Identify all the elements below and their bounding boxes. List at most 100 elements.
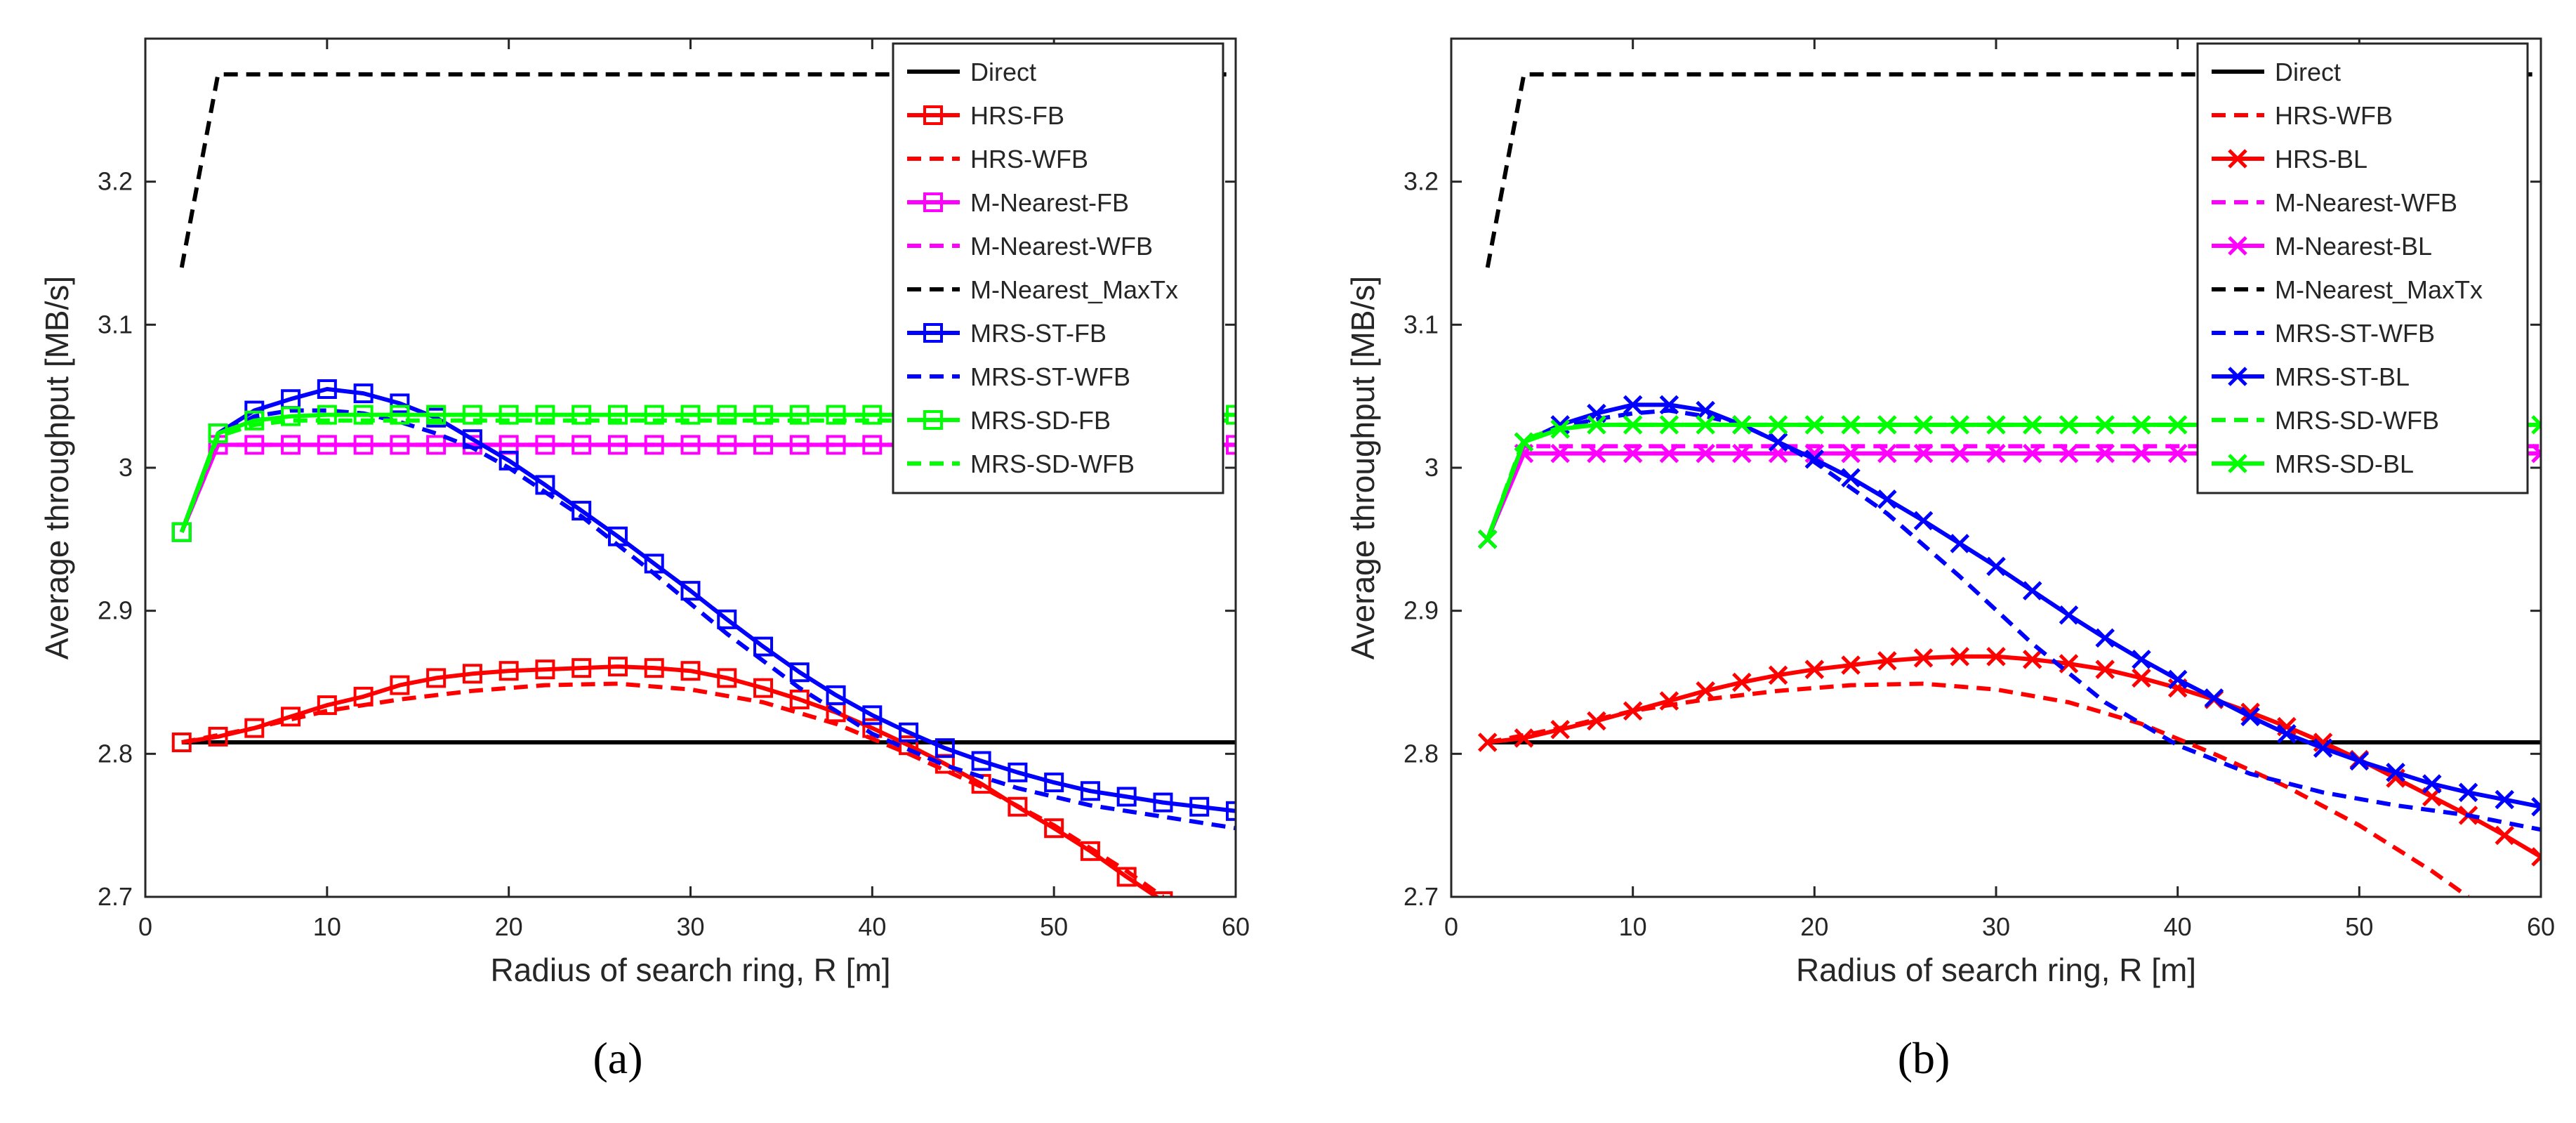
data-point-mrs-st-bl (2386, 763, 2405, 782)
legend-label-hrs-fb: HRS-FB (970, 101, 1064, 130)
legend-label-mrs-sd-wfb: MRS-SD-WFB (2275, 406, 2439, 435)
series-line-hrs-wfb (1487, 681, 2470, 897)
data-point-hrs-bl (1950, 647, 1970, 666)
data-point-mrs-st-bl (1877, 490, 1897, 509)
data-point-hrs-fb (1044, 818, 1064, 839)
data-point-hrs-bl (2495, 825, 2515, 846)
series-line-hrs-wfb (181, 681, 1165, 897)
data-point-hrs-bl (1696, 681, 1715, 701)
data-point-mrs-st-fb (1044, 773, 1064, 793)
data-point-mrs-st-bl (2240, 707, 2260, 727)
y-tick-label: 2.7 (98, 882, 133, 911)
data-point-mrs-sd-bl (1804, 415, 1825, 435)
data-point-mrs-st-bl (2531, 796, 2541, 817)
x-tick-label: 50 (2345, 912, 2373, 941)
data-point-mrs-sd-bl (1477, 530, 1498, 549)
legend-label-mrs-st-bl: MRS-ST-BL (2275, 362, 2410, 391)
data-point-mrs-st-fb (1116, 787, 1137, 807)
data-point-m-nearest-fb (390, 435, 410, 455)
data-point-m-nearest-bl (1841, 443, 1861, 464)
y-tick-label: 2.7 (1403, 882, 1439, 911)
data-point-mrs-st-bl (2422, 774, 2442, 794)
data-point-mrs-sd-fb (644, 405, 664, 425)
panel-caption: (b) (1898, 1033, 1950, 1083)
panel-a: 0 10 20 30 40 50 60 2.7 2.8 2.9 3 3.1 3.2 Radius of s… (39, 37, 1250, 1083)
x-tick-label: 40 (2164, 912, 2192, 941)
data-point-hrs-bl (1732, 672, 1752, 692)
y-tick-label: 3.2 (98, 167, 133, 196)
legend-marker-mrs-st-fb (923, 323, 943, 343)
y-axis-label: Average throughput [MB/s] (1345, 276, 1381, 659)
x-tick-label: 0 (138, 912, 152, 941)
data-point-m-nearest-fb (862, 435, 883, 455)
y-tick-label: 2.8 (1403, 739, 1439, 768)
y-tick-label: 2.9 (98, 596, 133, 625)
data-point-mrs-st-fb (971, 751, 991, 771)
data-point-mrs-st-fb (899, 722, 919, 742)
data-point-m-nearest-bl (1732, 443, 1752, 464)
legend-label-hrs-wfb: HRS-WFB (2275, 101, 2393, 130)
data-point-hrs-fb (607, 657, 628, 677)
legend-label-m-nearest-maxtx: M-Nearest_MaxTx (2275, 275, 2483, 304)
data-point-hrs-bl (1659, 691, 1679, 711)
legend-label-mrs-sd-bl: MRS-SD-BL (2275, 449, 2414, 478)
data-point-mrs-st-bl (2022, 581, 2042, 600)
data-point-mrs-st-bl (1913, 511, 1934, 531)
data-point-mrs-st-bl (1804, 449, 1825, 469)
data-point-mrs-sd-bl (1950, 415, 1970, 435)
series-line-mrs-sd-wfb (179, 418, 1236, 533)
data-point-mrs-sd-bl (1696, 415, 1715, 435)
data-point-mrs-sd-fb (862, 405, 883, 425)
data-point-mrs-sd-fb (717, 405, 737, 425)
x-tick-label: 10 (313, 912, 341, 941)
data-point-hrs-fb (1008, 796, 1028, 817)
data-point-m-nearest-bl (1587, 443, 1606, 464)
data-point-m-nearest-bl (2132, 443, 2151, 464)
series-line-mrs-st-wfb (179, 408, 1236, 831)
data-point-mrs-st-bl (2132, 650, 2151, 669)
data-point-mrs-st-bl (2313, 738, 2333, 758)
data-point-mrs-sd-bl (1623, 415, 1643, 435)
data-point-hrs-bl (2022, 650, 2042, 669)
legend-label-mrs-st-wfb: MRS-ST-WFB (2275, 319, 2435, 348)
data-point-mrs-st-bl (1659, 395, 1679, 415)
x-tick-label: 0 (1444, 912, 1458, 941)
x-tick-label: 60 (1222, 912, 1250, 941)
data-point-hrs-bl (2531, 847, 2541, 867)
data-point-hrs-bl (1514, 728, 1534, 748)
data-point-mrs-st-fb (1189, 796, 1210, 817)
data-point-m-nearest-bl (1659, 443, 1679, 464)
data-point-mrs-sd-bl (2059, 415, 2079, 435)
data-point-mrs-sd-bl (1732, 415, 1752, 435)
data-point-m-nearest-bl (2095, 443, 2115, 464)
data-point-mrs-sd-bl (1514, 432, 1534, 452)
data-point-mrs-sd-bl (1587, 415, 1606, 435)
data-point-hrs-fb (535, 659, 555, 680)
series-group (171, 72, 1236, 897)
data-point-mrs-st-fb (390, 393, 410, 414)
data-point-m-nearest-bl (2167, 443, 2188, 464)
legend-marker-hrs-fb (923, 105, 943, 125)
data-point-mrs-st-bl (1623, 395, 1643, 415)
legend-label-mrs-sd-wfb: MRS-SD-WFB (970, 449, 1135, 478)
data-point-m-nearest-bl (2531, 443, 2541, 464)
data-point-m-nearest-bl (1550, 443, 1570, 464)
data-point-mrs-sd-fb (462, 405, 482, 425)
data-point-mrs-st-bl (2458, 782, 2478, 803)
data-point-mrs-st-bl (1950, 534, 1970, 553)
data-point-mrs-sd-fb (498, 405, 519, 425)
panel-b: 0 10 20 30 40 50 60 2.7 2.8 2.9 3 3.1 3.2 Radius of s… (1345, 37, 2555, 1083)
data-point-m-nearest-bl (2059, 443, 2079, 464)
data-point-m-nearest-bl (1696, 443, 1715, 464)
y-tick-label: 3.1 (1403, 310, 1439, 339)
data-point-hrs-bl (1477, 733, 1498, 752)
legend-label-m-nearest-wfb: M-Nearest-WFB (2275, 188, 2457, 217)
data-point-mrs-st-fb (1080, 781, 1100, 801)
data-point-m-nearest-bl (1950, 443, 1970, 464)
legend-label-hrs-bl: HRS-BL (2275, 145, 2367, 173)
legend-marker-hrs-bl (2228, 149, 2247, 169)
x-axis-label: Radius of search ring, R [m] (490, 952, 890, 988)
legend-label-direct: Direct (2275, 58, 2341, 86)
data-point-hrs-bl (1841, 655, 1861, 675)
